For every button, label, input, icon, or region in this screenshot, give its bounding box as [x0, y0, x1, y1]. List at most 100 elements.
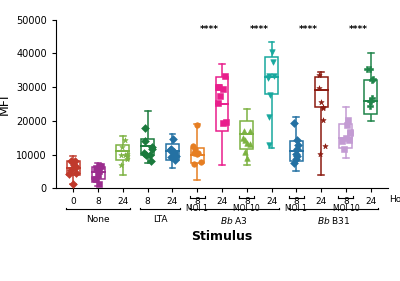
Point: [92, 166, 99, 170]
Point: [215, 85, 222, 89]
Text: ****: ****: [250, 25, 269, 34]
Point: [170, 137, 176, 141]
Point: [316, 72, 322, 77]
Text: Stimulus: Stimulus: [191, 230, 253, 243]
Point: [96, 169, 102, 173]
Point: [118, 163, 124, 168]
Point: [168, 154, 175, 159]
Point: [68, 159, 74, 164]
Point: [124, 152, 130, 157]
Point: [70, 182, 76, 186]
Point: [173, 154, 179, 158]
Point: [96, 164, 103, 168]
Point: [344, 117, 351, 122]
Point: [339, 139, 346, 143]
Bar: [290, 141, 303, 161]
Text: None: None: [86, 215, 110, 224]
Point: [198, 160, 204, 164]
Point: [95, 173, 102, 177]
Point: [294, 143, 301, 148]
Point: [266, 73, 272, 78]
Text: $\it{Bb}$ A3: $\it{Bb}$ A3: [220, 215, 248, 226]
Point: [223, 120, 229, 124]
Point: [124, 153, 130, 158]
Bar: [166, 144, 179, 160]
Text: ****: ****: [349, 25, 368, 34]
Point: [294, 153, 300, 158]
Point: [170, 150, 177, 154]
Point: [320, 118, 326, 122]
Point: [269, 50, 275, 54]
Text: Hours: Hours: [389, 194, 400, 203]
Bar: [364, 80, 377, 114]
Point: [366, 98, 373, 103]
Point: [368, 99, 374, 104]
Point: [343, 136, 350, 140]
Point: [291, 120, 297, 125]
Text: ****: ****: [200, 25, 219, 34]
Point: [142, 139, 148, 143]
Point: [220, 87, 226, 91]
Point: [147, 152, 153, 157]
Point: [294, 147, 300, 151]
Point: [346, 131, 353, 135]
Point: [141, 151, 147, 155]
Point: [293, 157, 300, 161]
Text: MOI 10: MOI 10: [234, 204, 260, 213]
Bar: [92, 167, 104, 179]
Point: [172, 157, 179, 162]
Point: [96, 182, 102, 187]
Point: [91, 176, 98, 181]
Point: [270, 60, 276, 64]
Point: [121, 152, 128, 157]
Point: [242, 138, 248, 142]
Point: [118, 145, 125, 149]
Point: [344, 123, 350, 127]
Point: [148, 147, 155, 152]
Bar: [67, 161, 80, 175]
Point: [266, 114, 272, 119]
Point: [318, 99, 324, 104]
Text: MOI 1: MOI 1: [285, 204, 307, 213]
Point: [171, 151, 177, 156]
Point: [148, 159, 154, 164]
Point: [117, 153, 124, 157]
Text: LTA: LTA: [153, 215, 167, 224]
Point: [143, 153, 149, 157]
Point: [316, 86, 322, 90]
Point: [190, 151, 197, 155]
Point: [194, 151, 201, 156]
Point: [72, 159, 79, 164]
Point: [72, 171, 79, 175]
Point: [367, 67, 374, 71]
Point: [215, 101, 221, 105]
Point: [168, 147, 175, 151]
Point: [66, 172, 72, 176]
Point: [321, 144, 328, 148]
Bar: [141, 139, 154, 155]
Point: [68, 168, 74, 172]
Point: [293, 151, 300, 156]
Point: [320, 105, 326, 109]
Point: [316, 152, 323, 157]
Bar: [191, 148, 204, 163]
Point: [124, 157, 130, 161]
Text: MOI 10: MOI 10: [332, 204, 359, 213]
Point: [240, 136, 246, 140]
Point: [267, 92, 274, 97]
Bar: [315, 77, 328, 107]
Point: [71, 163, 78, 168]
Point: [97, 164, 104, 168]
Point: [194, 151, 200, 156]
Point: [242, 150, 248, 154]
Point: [216, 94, 223, 98]
Point: [266, 143, 273, 148]
Point: [340, 147, 347, 151]
Bar: [240, 121, 253, 149]
Point: [192, 147, 198, 152]
Point: [347, 130, 353, 134]
Point: [93, 176, 100, 181]
Bar: [216, 77, 228, 131]
Text: $\it{Bb}$ B31: $\it{Bb}$ B31: [317, 215, 350, 226]
Point: [194, 123, 200, 127]
